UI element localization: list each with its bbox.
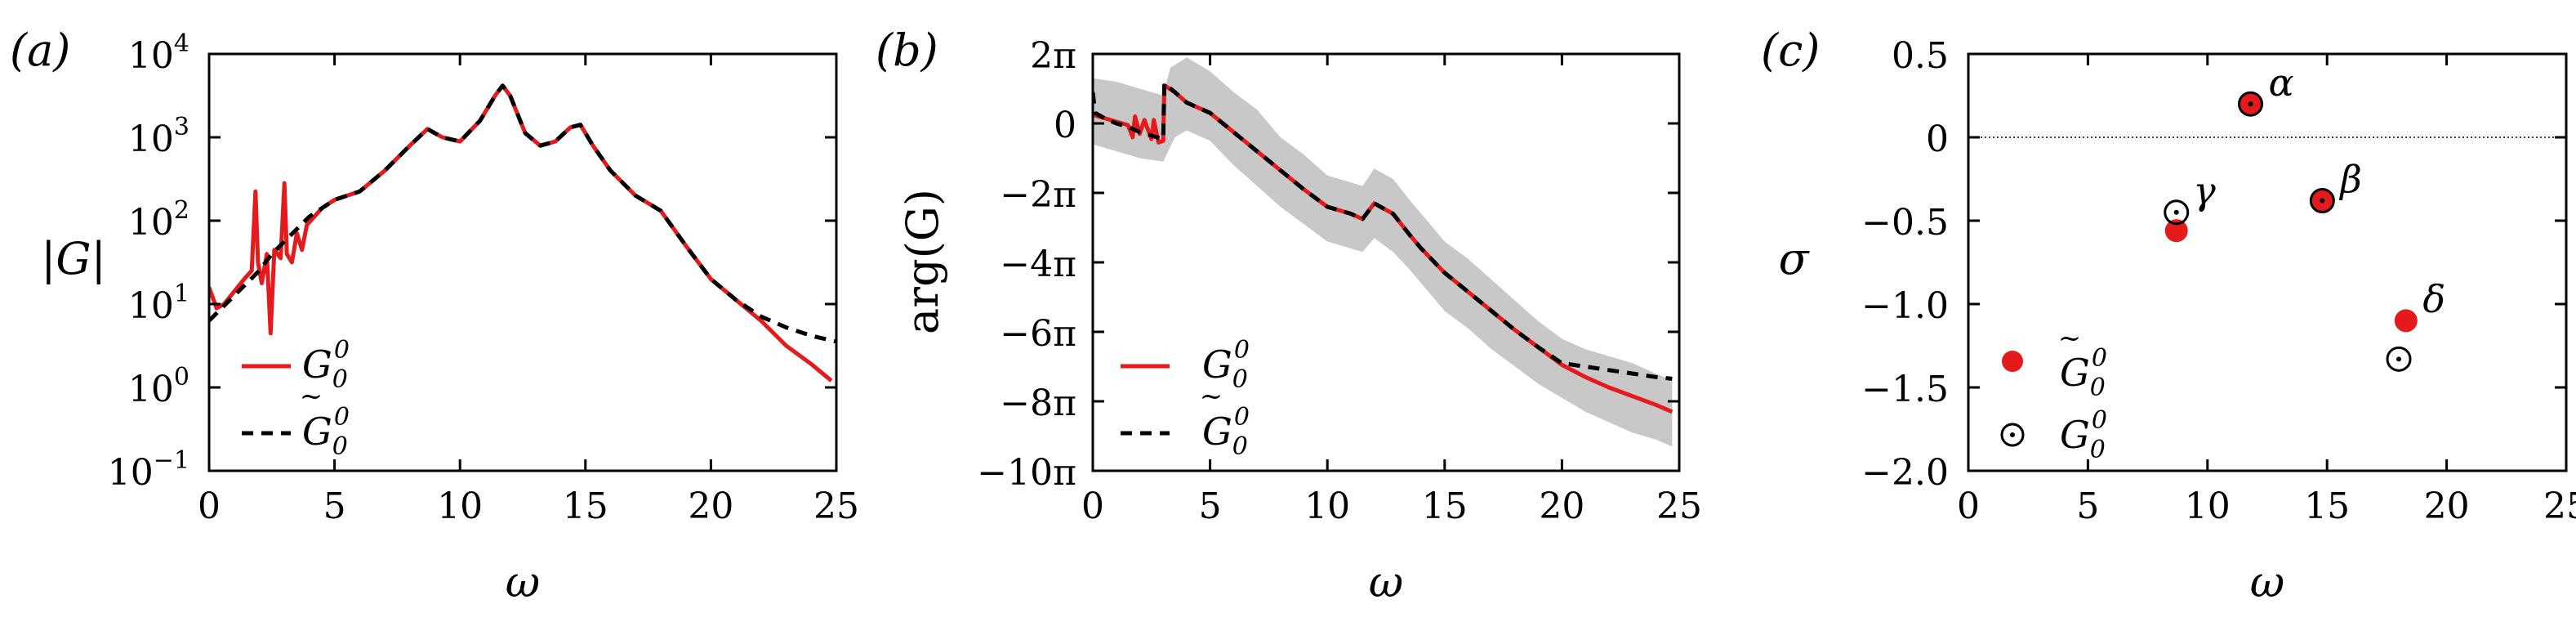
marker-open-dot: [2248, 101, 2253, 107]
panel-b-legend: G00 ~ G00: [1121, 336, 1250, 461]
panel-a-ticks: [207, 52, 838, 472]
panel-a-frame: [207, 52, 838, 472]
xtick-label: 10: [1304, 486, 1350, 527]
ytick-label: −1.5: [1861, 369, 1949, 410]
ytick-label: 100: [128, 363, 189, 410]
annotation-alpha: α: [2268, 60, 2293, 105]
panel-a-plot-area: [209, 83, 836, 383]
panel-c-xlabel: ω: [2250, 558, 2284, 607]
ytick-label: −4π: [1000, 244, 1076, 285]
xtick-label: 25: [2543, 486, 2576, 527]
ytick-label: 0.5: [1892, 35, 1949, 77]
legend-marker-filled: [2002, 351, 2023, 372]
legend-tilde-mark: ~: [300, 380, 323, 413]
marker-open: [2238, 91, 2264, 117]
panel-c-legend: ~ G00 G00: [2000, 322, 2107, 464]
panel-c: (c) 0.5 0 −0.5 −1.0 −1.5 −2.0 0 5 10 15 …: [1761, 25, 2576, 607]
ytick-label: 0: [1054, 105, 1076, 146]
ytick-label: 10−1: [108, 446, 189, 494]
panel-a-label: (a): [10, 25, 70, 76]
panel-c-ylabel: σ: [1779, 233, 1811, 284]
ytick-label: −2.0: [1861, 452, 1949, 494]
marker-open-dot: [2173, 209, 2179, 215]
panel-b-ylabel: arg(G): [897, 189, 948, 334]
marker-open-dot: [2396, 356, 2402, 362]
ytick-label: 101: [128, 280, 189, 327]
xtick-label: 15: [1422, 486, 1468, 527]
panel-a-yticklabels: 10−1 100 101 102 103 104: [108, 29, 189, 494]
xtick-label: 10: [2185, 486, 2231, 527]
legend-marker-open-dot: [2010, 432, 2015, 437]
panel-a-xticklabels: 0 5 10 15 20 25: [198, 486, 859, 527]
ytick-label: 102: [128, 196, 189, 244]
ytick-label: 103: [128, 113, 189, 160]
ytick-label: 104: [128, 29, 189, 77]
panel-a-xlabel: ω: [506, 558, 540, 607]
panel-a-legend: G00 ~ G00: [242, 336, 350, 461]
xtick-label: 5: [323, 486, 346, 527]
annotation-gamma: γ: [2193, 169, 2216, 213]
panel-c-label: (c): [1761, 25, 1820, 76]
ytick-label: −1.0: [1861, 285, 1949, 327]
ytick-label: 0: [1926, 119, 1949, 160]
marker-open-dot: [2320, 198, 2325, 204]
legend-label-G00: G00: [302, 336, 350, 394]
panel-b-ticks: [1091, 52, 1681, 472]
panel-b: (b) 2π 0 −2π −4π −6π −8π −10π 0 5 10 15 …: [876, 25, 1702, 607]
ytick-label: −0.5: [1861, 202, 1949, 244]
ytick-label: −2π: [1000, 174, 1076, 216]
xtick-label: 15: [563, 486, 608, 527]
marker-open: [2164, 199, 2190, 226]
panel-a-series-G00-tilde: [209, 83, 836, 344]
legend-label-G00-tilde: G00: [1202, 403, 1250, 461]
marker-filled: [2164, 219, 2188, 243]
marker-filled: [2394, 309, 2418, 333]
xtick-label: 20: [688, 486, 733, 527]
legend-tilde-mark: ~: [2058, 322, 2082, 355]
panel-b-xticklabels: 0 5 10 15 20 25: [1081, 486, 1702, 527]
panel-a-series-G00: [209, 83, 833, 383]
panel-b-xlabel: ω: [1369, 558, 1403, 607]
panel-b-label: (b): [876, 25, 938, 76]
annotation-delta: δ: [2422, 277, 2445, 321]
legend-label-G00: G00: [1202, 336, 1250, 394]
panel-c-annotations: α β γ δ: [2193, 60, 2445, 321]
legend-tilde-mark: ~: [1200, 380, 1223, 413]
panel-a: (a) 10−1 100 101 102 103 104 0 5 10 15 2…: [10, 25, 859, 607]
legend-label-G00-tilde: G00: [2060, 344, 2107, 402]
xtick-label: 5: [2076, 486, 2099, 527]
panel-c-markers: [2164, 91, 2418, 372]
xtick-label: 0: [198, 486, 221, 527]
panel-b-plot-area: [1093, 57, 1674, 447]
xtick-label: 25: [1656, 486, 1702, 527]
xtick-label: 25: [813, 486, 859, 527]
xtick-label: 0: [1957, 486, 1980, 527]
annotation-beta: β: [2338, 157, 2362, 201]
legend-label-G00-tilde: G00: [302, 403, 350, 461]
panel-b-yticklabels: 2π 0 −2π −4π −6π −8π −10π: [977, 35, 1076, 494]
marker-open: [2386, 346, 2412, 372]
ytick-label: −6π: [1000, 313, 1076, 355]
xtick-label: 0: [1081, 486, 1104, 527]
xtick-label: 10: [437, 486, 483, 527]
ytick-label: −10π: [977, 452, 1076, 494]
xtick-label: 20: [2424, 486, 2470, 527]
panel-c-yticklabels: 0.5 0 −0.5 −1.0 −1.5 −2.0: [1861, 35, 1949, 494]
panel-c-xticklabels: 0 5 10 15 20 25: [1957, 486, 2576, 527]
legend-label-G00: G00: [2060, 406, 2107, 464]
xtick-label: 15: [2304, 486, 2350, 527]
xtick-label: 5: [1199, 486, 1222, 527]
ytick-label: −8π: [1000, 383, 1076, 424]
xtick-label: 20: [1539, 486, 1584, 527]
panel-b-confidence-band: [1093, 57, 1673, 447]
ytick-label: 2π: [1030, 35, 1076, 77]
panel-a-ylabel: |G|: [41, 233, 106, 284]
marker-open: [2309, 188, 2335, 214]
panel-c-frame: [1967, 52, 2568, 472]
panel-c-ticks: [1967, 52, 2568, 472]
